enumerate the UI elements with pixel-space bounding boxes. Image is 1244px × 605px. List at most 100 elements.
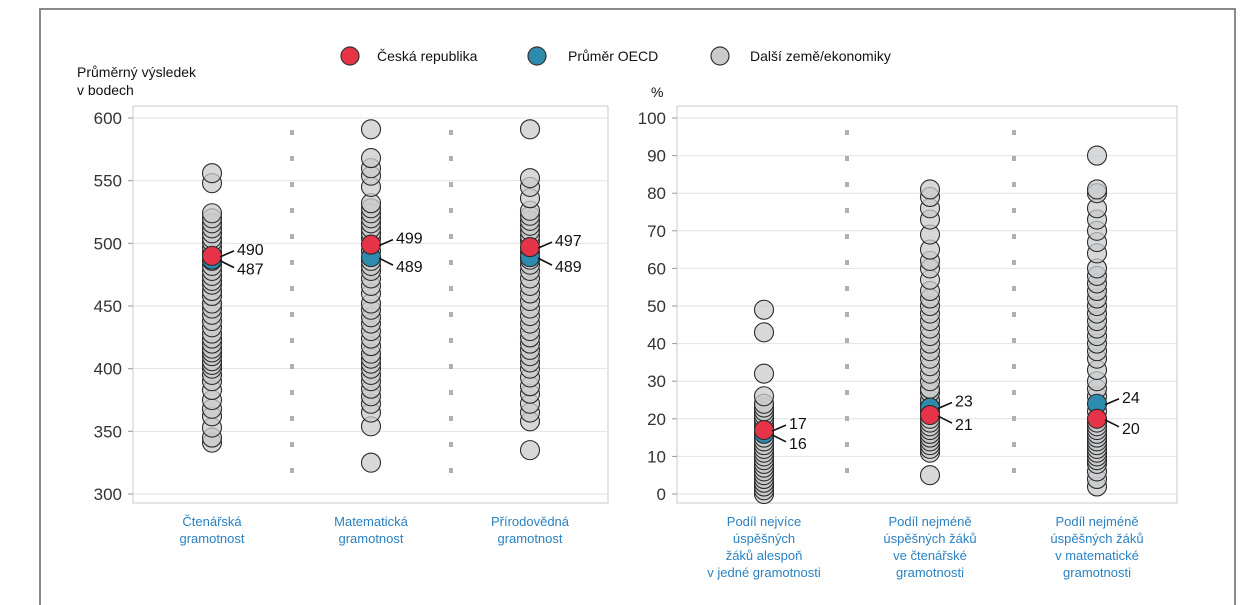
annotation-label-upper: 490 bbox=[237, 242, 264, 259]
legend: Česká republika Průměr OECD Další země/e… bbox=[340, 46, 891, 66]
separator-dot bbox=[290, 312, 294, 317]
y-tick-label: 0 bbox=[657, 485, 666, 504]
point-other bbox=[919, 465, 941, 486]
category-label-line: v jedné gramotnosti bbox=[707, 565, 821, 580]
separator-dot bbox=[1012, 364, 1016, 369]
separator-dot bbox=[290, 156, 294, 161]
separator-dot bbox=[449, 364, 453, 369]
separator-dot bbox=[845, 260, 849, 265]
annotation-label-upper: 499 bbox=[396, 231, 423, 248]
left-category-labels: Čtenářská gramotnost Matematická gramotnost… bbox=[179, 514, 569, 546]
y-tick-label: 70 bbox=[647, 222, 666, 241]
separator-dot bbox=[845, 182, 849, 187]
separator-dot bbox=[290, 286, 294, 291]
category-label-line: žáků alespoň bbox=[726, 548, 803, 563]
annotation-label-lower: 489 bbox=[396, 259, 423, 276]
category-label-line: gramotnost bbox=[179, 531, 244, 546]
separator-dot bbox=[290, 260, 294, 265]
annotation-label-upper: 497 bbox=[555, 233, 582, 250]
separator-dot bbox=[1012, 390, 1016, 395]
legend-label-others: Další země/ekonomiky bbox=[750, 48, 891, 64]
legend-marker-oecd bbox=[527, 46, 547, 66]
separator-dot bbox=[290, 390, 294, 395]
separator-dot bbox=[1012, 338, 1016, 343]
separator-dot bbox=[845, 286, 849, 291]
separator-dot bbox=[290, 364, 294, 369]
separator-dot bbox=[290, 468, 294, 473]
separator-dot bbox=[449, 130, 453, 135]
category-label-line: ve čtenářské bbox=[893, 548, 967, 563]
separator-dot bbox=[290, 182, 294, 187]
annotation-leader-lower bbox=[219, 259, 235, 269]
separator-dot bbox=[845, 468, 849, 473]
y-tick-label: 550 bbox=[94, 172, 122, 191]
annotation-leader-lower bbox=[937, 415, 953, 424]
y-tick-label: 30 bbox=[647, 372, 666, 391]
point-other bbox=[519, 119, 541, 140]
separator-dot bbox=[845, 442, 849, 447]
annotation-leader-lower bbox=[378, 257, 394, 266]
y-tick-label: 60 bbox=[647, 259, 666, 278]
left-y-axis-title-line2: v bodech bbox=[77, 82, 134, 98]
point-other bbox=[519, 440, 541, 461]
separator-dot bbox=[845, 312, 849, 317]
separator-dot bbox=[449, 416, 453, 421]
point-other bbox=[201, 163, 223, 184]
left-points: 490 487 499 489 497 489 bbox=[201, 119, 582, 473]
separator-dot bbox=[449, 234, 453, 239]
annotation-label-lower: 489 bbox=[555, 259, 582, 276]
separator-dot bbox=[290, 338, 294, 343]
separator-dot bbox=[845, 130, 849, 135]
separator-dot bbox=[290, 416, 294, 421]
point-czech bbox=[201, 245, 223, 266]
separator-dot bbox=[845, 234, 849, 239]
category-label-line: úspěšných žáků bbox=[1050, 531, 1143, 546]
right-y-ticks: 0 10 20 30 40 50 60 70 80 90 100 bbox=[638, 109, 677, 504]
annotation-leader-upper bbox=[937, 401, 953, 410]
right-panel: % 0 10 20 30 40 50 60 70 80 90 100 17 16 23 21 24 20 Po… bbox=[638, 84, 1178, 580]
separator-dot bbox=[1012, 468, 1016, 473]
legend-marker-czech bbox=[340, 46, 360, 66]
category-label-line: gramotnost bbox=[497, 531, 562, 546]
annotation-label-lower: 21 bbox=[955, 417, 973, 434]
left-y-ticks: 300 350 400 450 500 550 600 bbox=[94, 109, 133, 504]
right-points: 17 16 23 21 24 20 bbox=[753, 145, 1140, 505]
legend-label-czech: Česká republika bbox=[377, 48, 478, 64]
separator-dot bbox=[449, 390, 453, 395]
separator-dot bbox=[845, 390, 849, 395]
point-czech bbox=[360, 234, 382, 255]
category-label-line: Podíl nejméně bbox=[1055, 514, 1138, 529]
y-tick-label: 300 bbox=[94, 485, 122, 504]
legend-marker-others bbox=[710, 46, 730, 66]
separator-dot bbox=[449, 442, 453, 447]
separator-dot bbox=[290, 442, 294, 447]
separator-dot bbox=[449, 286, 453, 291]
annotation-leader-upper bbox=[378, 238, 394, 247]
point-other bbox=[360, 119, 382, 140]
annotation-leader-upper bbox=[537, 241, 553, 249]
y-tick-label: 450 bbox=[94, 297, 122, 316]
left-separators bbox=[290, 130, 453, 473]
point-other bbox=[753, 299, 775, 320]
separator-dot bbox=[1012, 416, 1016, 421]
separator-dot bbox=[1012, 234, 1016, 239]
category-label-line: gramotnost bbox=[338, 531, 403, 546]
point-other bbox=[360, 452, 382, 473]
separator-dot bbox=[845, 156, 849, 161]
y-tick-label: 100 bbox=[638, 109, 666, 128]
y-tick-label: 40 bbox=[647, 335, 666, 354]
separator-dot bbox=[449, 182, 453, 187]
annotation-leader-lower bbox=[1104, 419, 1120, 428]
category-label-line: úspěšných žáků bbox=[883, 531, 976, 546]
left-panel: Průměrný výsledek v bodech 300 350 400 450 5… bbox=[77, 64, 609, 546]
annotation-leader-upper bbox=[219, 250, 235, 258]
point-other bbox=[519, 168, 541, 189]
right-plot-area bbox=[676, 105, 1178, 504]
y-tick-label: 90 bbox=[647, 147, 666, 166]
point-other bbox=[1086, 145, 1108, 166]
separator-dot bbox=[1012, 442, 1016, 447]
separator-dot bbox=[449, 468, 453, 473]
separator-dot bbox=[1012, 312, 1016, 317]
separator-dot bbox=[290, 130, 294, 135]
category-label-line: Matematická bbox=[334, 514, 408, 529]
